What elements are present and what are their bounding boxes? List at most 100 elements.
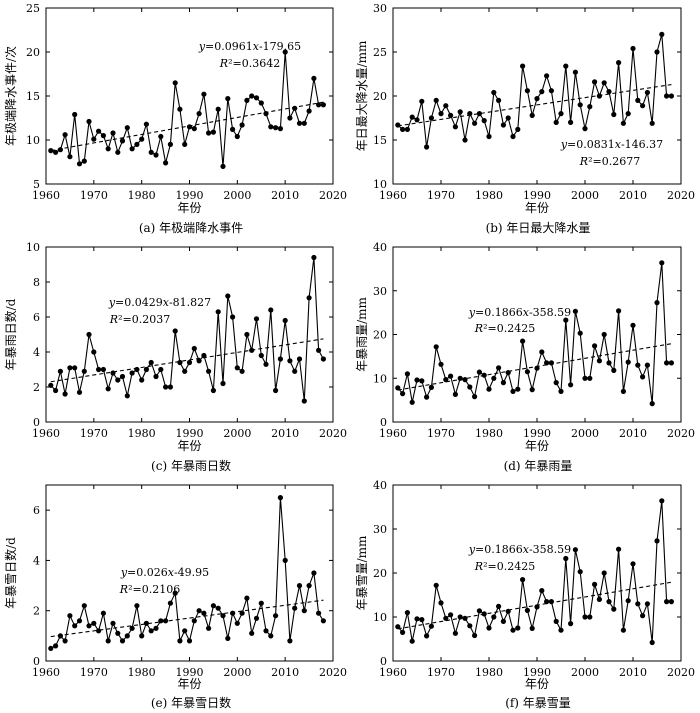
series-line: [50, 497, 324, 649]
data-point: [558, 627, 564, 633]
data-point: [311, 570, 317, 576]
data-point: [510, 388, 516, 394]
data-point: [296, 583, 303, 589]
data-point: [139, 377, 145, 383]
data-point: [505, 608, 511, 614]
data-point: [182, 628, 188, 634]
y-tick-label: 25: [373, 46, 387, 59]
data-point: [210, 387, 216, 394]
data-point: [635, 601, 641, 607]
data-point: [448, 112, 454, 118]
data-point: [282, 557, 288, 564]
y-tick-label: 10: [26, 134, 40, 147]
data-point: [76, 618, 83, 624]
data-point: [53, 387, 59, 394]
data-point: [263, 361, 269, 367]
x-tick-label: 1970: [80, 666, 108, 679]
data-point: [582, 126, 588, 132]
data-point: [76, 161, 83, 167]
data-point: [81, 158, 87, 164]
data-point: [505, 115, 511, 121]
data-point: [244, 97, 250, 103]
data-point: [620, 388, 627, 394]
data-point: [486, 386, 492, 392]
data-point: [186, 359, 193, 366]
r-squared: R²=0.2106: [119, 583, 180, 596]
data-point: [534, 96, 540, 102]
y-axis-label: 年日最大降水量/mm: [355, 40, 369, 151]
x-tick-label: 1960: [32, 189, 60, 202]
data-point: [409, 638, 415, 644]
data-point: [148, 628, 154, 634]
data-point: [311, 254, 317, 261]
y-axis-label: 年暴雨量/mm: [355, 296, 369, 371]
data-point: [640, 103, 646, 109]
y-tick-label: 0: [380, 655, 387, 668]
data-point: [467, 111, 473, 117]
data-point: [186, 124, 193, 130]
data-point: [148, 149, 154, 155]
x-tick-label: 2000: [223, 189, 251, 202]
data-point: [409, 399, 415, 405]
data-point: [158, 133, 164, 140]
x-tick-label: 1960: [379, 189, 407, 202]
plot-frame: [392, 484, 682, 662]
data-point: [76, 389, 83, 395]
data-point: [481, 611, 487, 617]
data-point: [592, 343, 598, 349]
data-point: [320, 618, 326, 624]
data-point: [587, 375, 593, 381]
plot-frame: [45, 7, 334, 185]
data-point: [433, 582, 439, 588]
data-point: [57, 368, 64, 374]
chart-panel-f: 1960 1970 1980 1990 2000 2010 2020 0 10 20 30 40 y=0…: [355, 479, 695, 710]
data-point: [668, 93, 675, 99]
data-point: [404, 371, 410, 377]
data-point: [438, 361, 444, 367]
data-point: [206, 625, 212, 631]
data-point: [476, 608, 482, 614]
data-point: [210, 129, 216, 135]
data-point: [268, 307, 274, 313]
data-point: [244, 595, 250, 601]
y-tick-label: 6: [33, 504, 40, 517]
series-line: [50, 257, 324, 402]
data-point: [201, 610, 207, 616]
data-point: [196, 111, 202, 117]
data-point: [215, 605, 221, 611]
y-tick-label: 30: [373, 523, 387, 536]
data-point: [654, 49, 660, 55]
data-point: [424, 394, 430, 400]
data-point: [115, 377, 121, 383]
x-axis-label: 年份: [177, 677, 201, 691]
data-point: [481, 118, 487, 124]
data-point: [139, 136, 145, 142]
data-point: [496, 603, 502, 610]
data-point: [220, 380, 226, 387]
data-point: [67, 365, 73, 371]
data-point: [515, 625, 521, 631]
y-tick-label: 5: [33, 178, 40, 191]
data-point: [258, 600, 264, 606]
data-point: [177, 359, 183, 366]
data-point: [134, 366, 140, 373]
data-point: [481, 372, 487, 378]
data-point: [505, 370, 511, 376]
r-squared: R²=0.2425: [474, 322, 535, 335]
data-point: [301, 120, 307, 126]
data-point: [81, 368, 87, 374]
data-point: [572, 308, 579, 314]
data-point: [414, 616, 420, 622]
y-tick-label: 15: [26, 90, 40, 103]
data-point: [296, 356, 303, 362]
x-tick-label: 2000: [571, 427, 599, 440]
regression-equation: y=0.0831x-146.37: [560, 138, 663, 151]
x-axis-label: 年份: [525, 201, 549, 215]
data-point: [563, 555, 569, 562]
y-tick-label: 2: [33, 605, 40, 618]
data-point: [635, 362, 641, 368]
y-tick-label: 10: [26, 241, 40, 254]
data-point: [553, 618, 559, 625]
data-point: [649, 120, 655, 126]
x-axis-label: 年份: [177, 201, 201, 215]
